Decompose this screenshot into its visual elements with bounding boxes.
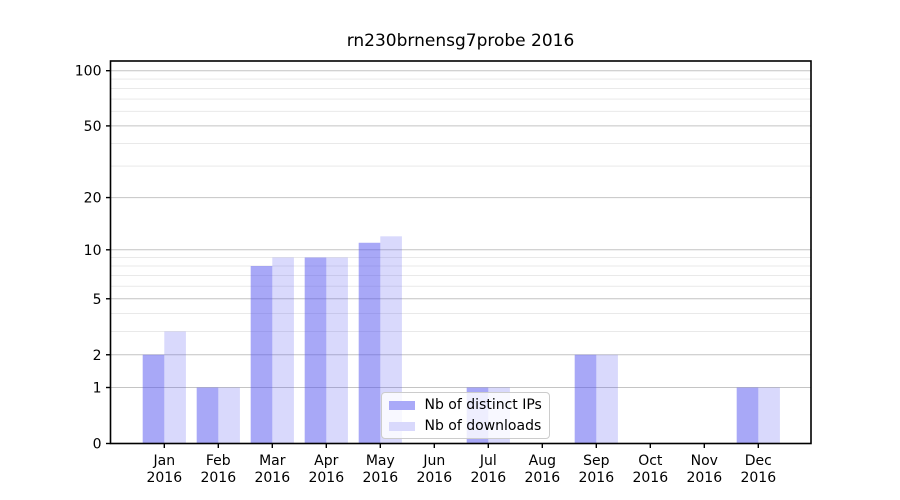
x-tick-label-month: Jun: [422, 453, 445, 469]
bar-distinct-ips: [250, 266, 273, 444]
x-tick-label-year: 2016: [416, 470, 452, 486]
x-tick-label-month: Oct: [638, 453, 663, 469]
y-tick-label: 20: [84, 191, 102, 207]
x-tick-label-month: Feb: [206, 453, 231, 469]
bar-downloads: [272, 257, 294, 444]
legend-entry-distinct-ips: Nb of distinct IPs: [388, 397, 549, 413]
x-tick-label-month: Sep: [583, 453, 610, 469]
legend-swatch-distinct-ips: [388, 400, 415, 410]
x-tick-label-year: 2016: [578, 470, 614, 486]
y-tick-label: 10: [84, 243, 102, 259]
x-tick-label-month: Nov: [691, 453, 718, 469]
y-tick-label: 2: [93, 348, 102, 364]
x-tick-label-year: 2016: [470, 470, 506, 486]
bar-distinct-ips: [304, 257, 327, 444]
x-tick-label-year: 2016: [524, 470, 560, 486]
x-tick-label-year: 2016: [686, 470, 722, 486]
bar-downloads: [326, 257, 348, 444]
bar-distinct-ips: [142, 354, 165, 444]
bar-downloads: [596, 354, 618, 444]
legend-swatch-downloads: [388, 421, 415, 431]
bar-downloads: [164, 331, 186, 444]
legend-label-downloads: Nb of downloads: [424, 418, 542, 434]
bar-downloads: [758, 387, 780, 444]
x-tick-label-year: 2016: [362, 470, 398, 486]
y-tick-label: 1: [93, 381, 102, 397]
x-tick-label-month: Mar: [259, 453, 286, 469]
x-tick-label-month: Apr: [314, 453, 338, 469]
x-tick-label-year: 2016: [632, 470, 668, 486]
bar-downloads: [218, 387, 240, 444]
x-tick-label-year: 2016: [200, 470, 236, 486]
x-tick-label-year: 2016: [308, 470, 344, 486]
y-tick-label: 5: [93, 292, 102, 308]
x-tick-label-year: 2016: [146, 470, 182, 486]
y-tick-label: 100: [75, 64, 102, 80]
bar-distinct-ips: [358, 242, 381, 444]
legend-label-distinct-ips: Nb of distinct IPs: [424, 397, 542, 413]
bar-downloads: [380, 236, 402, 444]
legend: Nb of distinct IPs Nb of downloads: [380, 392, 550, 439]
x-tick-label-year: 2016: [740, 470, 776, 486]
x-tick-label-month: Dec: [745, 453, 772, 469]
x-tick-label-month: Jul: [479, 453, 497, 469]
plot-border: [109, 60, 812, 445]
x-tick-label-month: Aug: [529, 453, 556, 469]
y-tick-label: 50: [84, 119, 102, 135]
x-tick-label-month: Jan: [153, 453, 176, 469]
chart-title: rn230brnensg7probe 2016: [346, 31, 575, 51]
x-tick-label-month: May: [366, 453, 395, 469]
bar-distinct-ips: [574, 354, 597, 444]
x-tick-label-year: 2016: [254, 470, 290, 486]
bar-distinct-ips: [196, 387, 219, 444]
legend-entry-downloads: Nb of downloads: [388, 418, 549, 434]
y-tick-label: 0: [93, 437, 102, 453]
bar-distinct-ips: [736, 387, 759, 444]
